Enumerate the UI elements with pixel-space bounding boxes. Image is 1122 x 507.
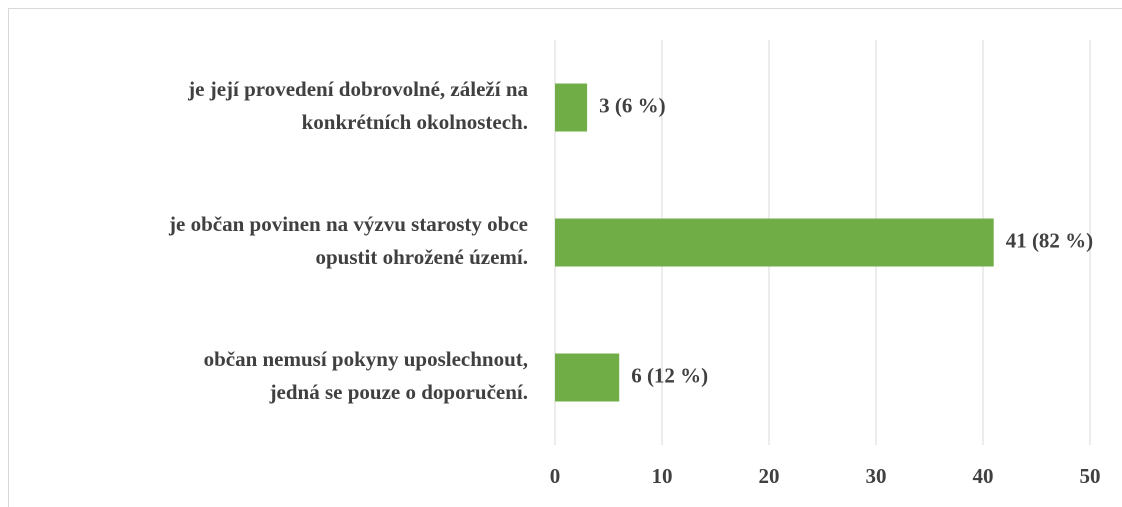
x-tick-label: 0 [550,464,561,488]
bar [555,218,994,267]
value-label: 6 (12 %) [631,363,708,387]
x-tick-label: 40 [973,464,994,488]
bar [555,353,620,402]
x-tick-label: 50 [1080,464,1101,488]
y-tick-label: je její provedení dobrovolné, záleží na [187,77,528,101]
bar [555,83,588,132]
y-tick-label: je občan povinen na výzvu starosty obce [168,212,528,236]
value-label: 3 (6 %) [599,93,666,117]
x-tick-label: 30 [866,464,887,488]
x-tick-label: 20 [759,464,780,488]
y-tick-label: opustit ohrožené území. [315,245,528,269]
y-tick-label: jedná se pouze o doporučení. [269,380,528,404]
y-tick-label: občan nemusí pokyny uposlechnout, [204,347,528,371]
value-label: 41 (82 %) [1006,228,1093,252]
chart-frame [8,8,1122,507]
y-tick-label: konkrétních okolnostech. [302,110,528,134]
x-tick-label: 10 [652,464,673,488]
